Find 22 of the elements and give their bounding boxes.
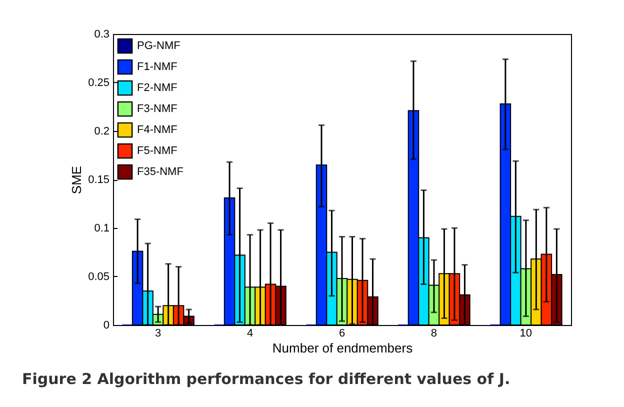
y-tick-label: 0.15 [88,174,110,186]
caption: Figure 2 Algorithm performances for different values of J. [22,370,510,388]
legend-label: F35-NMF [137,166,184,178]
x-tick-label: 8 [430,328,438,340]
y-tick-label: 0.2 [94,126,110,138]
legend-label: F3-NMF [137,103,178,115]
y-tick-label: 0.25 [88,77,110,89]
y-axis-title: SME [69,166,84,194]
y-tick-label: 0 [103,320,110,332]
x-axis-title: Number of endmembers [272,340,414,356]
y-tick-label: 0.3 [94,28,110,40]
legend-label: F2-NMF [137,82,178,94]
y-tick-label: 0.05 [88,271,110,283]
y-tick-label: 0.1 [94,222,110,234]
x-tick-label: 10 [520,328,532,340]
x-tick-label: 4 [246,328,254,340]
legend-label: F4-NMF [137,124,178,136]
x-tick-label: 6 [338,328,346,340]
legend-label: F5-NMF [137,145,178,157]
legend-label: F1-NMF [137,61,178,73]
legend-label: PG-NMF [137,40,181,52]
x-tick-label: 3 [155,328,162,340]
